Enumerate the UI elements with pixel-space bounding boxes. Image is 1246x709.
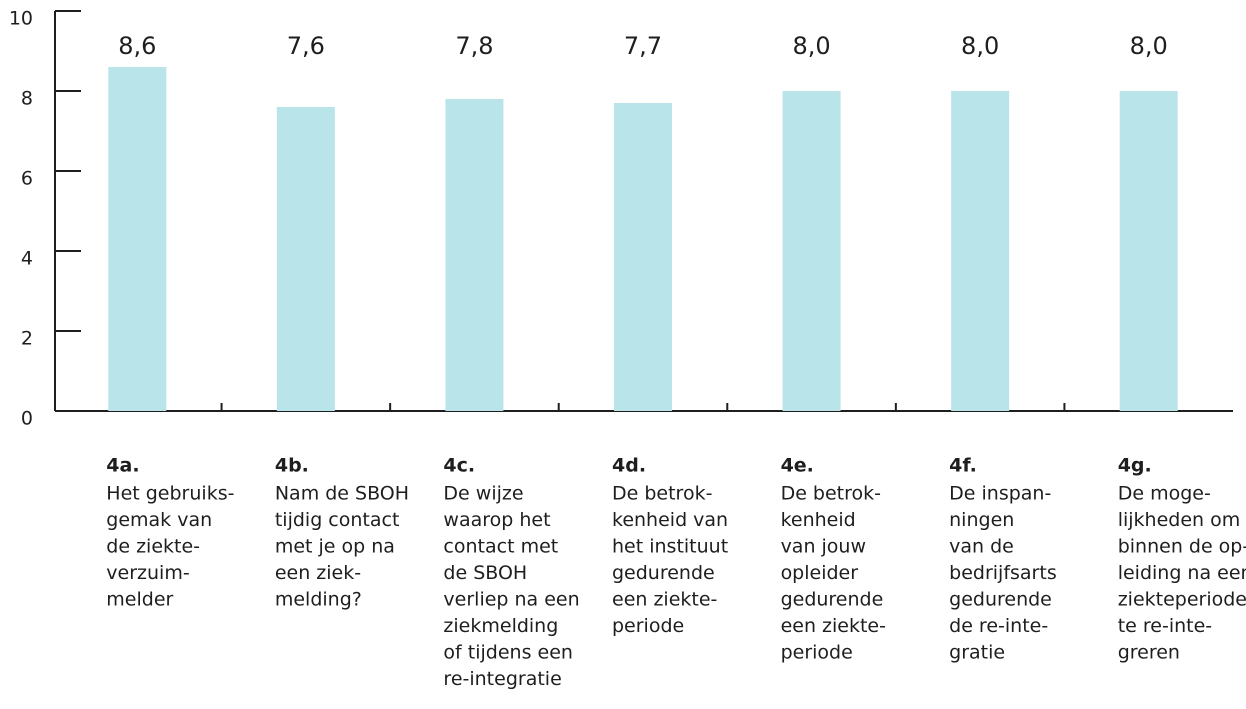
category-description: de ziekte- bbox=[106, 536, 200, 558]
category-description: greren bbox=[1118, 642, 1180, 664]
category-description: de re-inte- bbox=[949, 615, 1048, 637]
value-label: 8,6 bbox=[118, 32, 156, 60]
category-description: gedurende bbox=[781, 589, 884, 611]
category-description: Nam de SBOH bbox=[275, 483, 409, 505]
category-code: 4c. bbox=[443, 455, 475, 477]
category-description: Het gebruiks- bbox=[106, 483, 234, 505]
bar bbox=[276, 107, 335, 411]
category-code: 4b. bbox=[275, 455, 309, 477]
category-description: kenheid van bbox=[612, 509, 728, 531]
category-description: verliep na een bbox=[443, 589, 579, 611]
category-description: De betrok- bbox=[781, 483, 881, 505]
bar bbox=[1119, 91, 1178, 411]
y-tick-label: 8 bbox=[21, 88, 33, 110]
value-label: 8,0 bbox=[792, 32, 830, 60]
category-description: een ziek- bbox=[275, 562, 361, 584]
value-label: 8,0 bbox=[1130, 32, 1168, 60]
category-description: binnen de op- bbox=[1118, 536, 1246, 558]
category-description: het instituut bbox=[612, 536, 728, 558]
category-code: 4f. bbox=[949, 455, 977, 477]
category-description: waarop het bbox=[443, 509, 550, 531]
category-description: lijkheden om bbox=[1118, 509, 1241, 531]
category-description: de SBOH bbox=[443, 562, 527, 584]
bar bbox=[445, 99, 504, 411]
category-description: te re-inte- bbox=[1118, 615, 1212, 637]
y-tick-label: 4 bbox=[21, 248, 33, 270]
category-description: melding? bbox=[275, 589, 362, 611]
category-description: periode bbox=[612, 615, 684, 637]
category-code: 4e. bbox=[781, 455, 814, 477]
value-label: 7,8 bbox=[455, 32, 493, 60]
category-description: leiding na een bbox=[1118, 562, 1246, 584]
category-description: ziekmelding bbox=[443, 615, 558, 637]
value-label: 7,7 bbox=[624, 32, 662, 60]
category-description: periode bbox=[781, 642, 853, 664]
category-description: of tijdens een bbox=[443, 642, 573, 664]
category-description: van de bbox=[949, 536, 1014, 558]
category-description: een ziekte- bbox=[781, 615, 886, 637]
category-code: 4d. bbox=[612, 455, 646, 477]
y-tick-label: 6 bbox=[21, 168, 33, 190]
category-description: re-integratie bbox=[443, 668, 561, 690]
value-label: 7,6 bbox=[287, 32, 325, 60]
category-description: een ziekte- bbox=[612, 589, 717, 611]
bar bbox=[614, 103, 672, 411]
category-description: melder bbox=[106, 589, 173, 611]
category-description: ziekteperiode bbox=[1118, 589, 1246, 611]
category-description: gedurende bbox=[949, 589, 1052, 611]
category-description: gedurende bbox=[612, 562, 715, 584]
category-description: De inspan- bbox=[949, 483, 1051, 505]
category-description: bedrijfsarts bbox=[949, 562, 1057, 584]
category-description: kenheid bbox=[781, 509, 856, 531]
category-description: met je op na bbox=[275, 536, 395, 558]
category-description: De wijze bbox=[443, 483, 523, 505]
category-description: contact met bbox=[443, 536, 558, 558]
category-code: 4g. bbox=[1118, 455, 1152, 477]
category-description: De betrok- bbox=[612, 483, 712, 505]
category-description: tijdig contact bbox=[275, 509, 400, 531]
category-description: ningen bbox=[949, 509, 1014, 531]
bar bbox=[951, 91, 1010, 411]
category-description: verzuim- bbox=[106, 562, 189, 584]
category-description: opleider bbox=[781, 562, 859, 584]
bar bbox=[782, 91, 841, 411]
value-label: 8,0 bbox=[961, 32, 999, 60]
category-description: van jouw bbox=[781, 536, 866, 558]
y-tick-label: 2 bbox=[21, 328, 33, 350]
category-description: De moge- bbox=[1118, 483, 1211, 505]
y-tick-label: 0 bbox=[21, 408, 33, 430]
category-code: 4a. bbox=[106, 455, 139, 477]
bar bbox=[108, 67, 167, 411]
y-tick-label: 10 bbox=[9, 8, 33, 30]
category-description: gemak van bbox=[106, 509, 212, 531]
category-description: gratie bbox=[949, 642, 1005, 664]
